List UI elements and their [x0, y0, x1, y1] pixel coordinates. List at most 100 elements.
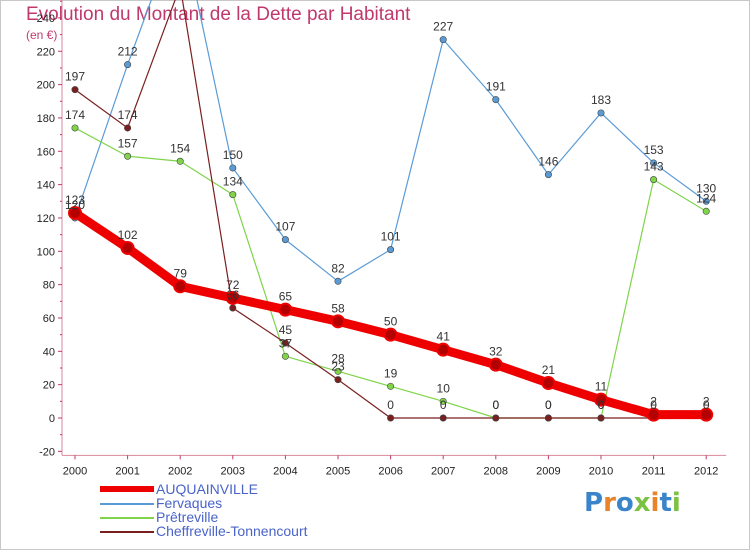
data-label-1: 146 — [538, 155, 558, 169]
y-tick-label: 200 — [37, 80, 55, 92]
logo-letter: i — [671, 488, 681, 518]
data-point-2 — [71, 124, 79, 132]
logo-letter: t — [659, 488, 672, 518]
y-tick-label: 40 — [43, 346, 55, 358]
data-point-3 — [387, 414, 395, 422]
x-tick-label: 2003 — [221, 465, 245, 477]
legend-label-auquainville: AUQUAINVILLE — [156, 481, 258, 497]
data-point-3 — [439, 414, 447, 422]
data-point-0 — [225, 290, 240, 305]
data-label-3: 0 — [650, 398, 657, 412]
data-point-0 — [278, 302, 293, 317]
data-label-0: 50 — [384, 315, 398, 329]
data-label-3: 23 — [331, 360, 345, 374]
data-point-1 — [229, 164, 237, 172]
x-tick-label: 2012 — [694, 465, 718, 477]
data-label-2: 28 — [331, 351, 345, 365]
data-label-3: 45 — [279, 323, 293, 337]
data-point-1 — [334, 277, 342, 285]
data-point-1 — [387, 246, 395, 254]
data-label-1: 150 — [223, 148, 243, 162]
x-tick-label: 2001 — [115, 465, 139, 477]
y-tick-label: 60 — [43, 313, 55, 325]
logo-letter: o — [615, 488, 634, 518]
data-point-3 — [229, 304, 237, 312]
x-tick-label: 2009 — [536, 465, 560, 477]
data-label-1: 183 — [591, 93, 611, 107]
data-label-2: 37 — [279, 336, 293, 350]
legend-label-cheffreville: Cheffreville-Tonnencourt — [156, 523, 308, 539]
x-tick-label: 2011 — [642, 465, 666, 477]
data-label-0: 58 — [331, 301, 345, 315]
data-point-3 — [597, 414, 605, 422]
legend-label-fervaques: Fervaques — [156, 495, 223, 511]
data-point-1 — [597, 109, 605, 117]
data-point-0 — [383, 327, 398, 342]
data-label-0: 79 — [174, 266, 188, 280]
data-label-0: 32 — [489, 345, 503, 359]
data-label-0: 2 — [650, 395, 657, 409]
data-label-1: 101 — [381, 230, 401, 244]
data-label-0: 102 — [118, 228, 138, 242]
data-point-1 — [492, 96, 500, 104]
y-tick-label: 120 — [37, 213, 55, 225]
data-point-3 — [281, 339, 289, 347]
data-point-3 — [334, 376, 342, 384]
proxiti-logo: Proxiti — [584, 488, 681, 518]
series-line-3 — [74, 0, 707, 419]
data-point-2 — [124, 152, 132, 160]
y-tick-label: 0 — [49, 413, 55, 425]
data-label-0: 2 — [703, 395, 710, 409]
chart-axes: -200204060801001201401601802002202402602… — [37, 0, 727, 477]
data-label-2: 0 — [598, 398, 605, 412]
legend-swatch-fervaques — [100, 503, 154, 505]
data-point-2 — [387, 382, 395, 390]
y-tick-label: 220 — [37, 46, 55, 58]
data-point-3 — [492, 414, 500, 422]
data-point-0 — [436, 342, 451, 357]
data-label-0: 65 — [279, 290, 293, 304]
data-point-1 — [650, 159, 658, 167]
y-tick-label: 100 — [37, 246, 55, 258]
x-tick-label: 2007 — [431, 465, 455, 477]
data-label-0: 11 — [595, 380, 608, 394]
y-tick-label: 20 — [43, 380, 55, 392]
data-point-1 — [124, 61, 132, 69]
data-point-0 — [646, 407, 661, 422]
data-label-0: 72 — [226, 278, 240, 292]
chart-unit-label: (en €) — [26, 28, 58, 42]
data-label-3: 0 — [492, 398, 499, 412]
data-point-0 — [120, 240, 135, 255]
logo-letter: x — [633, 488, 651, 518]
series-lines — [70, 0, 711, 420]
legend-label-pretreville: Prêtreville — [156, 509, 219, 525]
x-tick-label: 2008 — [484, 465, 508, 477]
data-label-3: 66 — [226, 288, 240, 302]
data-point-1 — [439, 36, 447, 44]
y-tick-label: 160 — [37, 146, 55, 158]
data-label-1: 107 — [275, 220, 295, 234]
data-label-3: 0 — [545, 398, 552, 412]
data-point-0 — [594, 392, 608, 407]
logo-letter: P — [584, 488, 604, 518]
y-tick-label: 180 — [37, 113, 55, 125]
data-label-3: 0 — [440, 398, 447, 412]
data-label-2: 134 — [223, 175, 243, 189]
data-point-0 — [699, 407, 714, 422]
data-label-1: 227 — [433, 20, 453, 34]
data-point-0 — [331, 314, 345, 329]
legend-swatch-pretreville — [100, 517, 154, 519]
y-tick-label: 80 — [43, 280, 55, 292]
legend-swatch-cheffreville — [100, 531, 154, 533]
data-label-3: 197 — [65, 70, 85, 84]
data-label-1: 212 — [118, 45, 138, 59]
x-tick-label: 2006 — [378, 465, 402, 477]
data-point-1 — [281, 236, 289, 244]
data-label-0: 21 — [542, 363, 556, 377]
data-point-0 — [488, 357, 503, 372]
data-label-2: 0 — [545, 398, 552, 412]
data-label-2: 157 — [118, 136, 138, 150]
series-points — [68, 36, 714, 422]
